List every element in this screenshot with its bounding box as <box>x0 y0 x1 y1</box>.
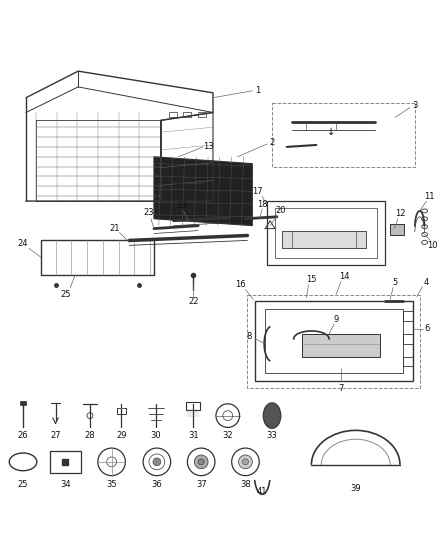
Circle shape <box>194 455 208 469</box>
Text: 34: 34 <box>60 480 71 489</box>
Text: 17: 17 <box>252 187 263 196</box>
Text: 11: 11 <box>424 192 435 200</box>
Polygon shape <box>154 157 252 225</box>
Text: 19: 19 <box>176 201 187 211</box>
Bar <box>117 408 127 414</box>
Text: 9: 9 <box>333 314 339 324</box>
Text: 7: 7 <box>338 384 344 392</box>
Text: 31: 31 <box>188 431 198 440</box>
Text: 25: 25 <box>18 480 28 489</box>
Text: 20: 20 <box>276 206 286 215</box>
Text: 29: 29 <box>116 431 127 440</box>
Text: 3: 3 <box>412 101 417 110</box>
Text: 26: 26 <box>18 431 28 440</box>
Text: 28: 28 <box>85 431 95 440</box>
Circle shape <box>153 458 161 466</box>
Text: 13: 13 <box>203 142 213 151</box>
Bar <box>403 311 413 321</box>
Text: ↓: ↓ <box>327 127 335 137</box>
Text: 38: 38 <box>240 480 251 489</box>
Polygon shape <box>282 231 366 248</box>
Text: 36: 36 <box>152 480 162 489</box>
Bar <box>49 451 81 473</box>
Ellipse shape <box>263 403 281 429</box>
Text: 25: 25 <box>60 290 71 299</box>
Text: 5: 5 <box>392 278 398 287</box>
Text: 35: 35 <box>106 480 117 489</box>
Circle shape <box>243 459 248 465</box>
Text: 30: 30 <box>151 431 161 440</box>
Text: 27: 27 <box>50 431 61 440</box>
Text: 14: 14 <box>339 272 349 281</box>
Text: 18: 18 <box>257 199 268 208</box>
Text: 6: 6 <box>425 325 430 334</box>
Text: 32: 32 <box>223 431 233 440</box>
Text: 23: 23 <box>144 208 154 217</box>
Text: 22: 22 <box>188 297 198 306</box>
Text: 33: 33 <box>267 431 277 440</box>
Text: 10: 10 <box>427 241 438 250</box>
Text: 8: 8 <box>247 333 252 341</box>
Bar <box>187 402 200 410</box>
Bar <box>198 112 206 117</box>
Text: 41: 41 <box>257 487 268 496</box>
Text: 12: 12 <box>395 209 405 219</box>
Text: 21: 21 <box>110 224 120 233</box>
Bar <box>390 224 404 236</box>
Bar <box>403 334 413 344</box>
Text: 1: 1 <box>254 86 260 95</box>
Text: 37: 37 <box>196 480 207 489</box>
Bar <box>169 112 177 117</box>
Text: 24: 24 <box>18 239 28 248</box>
Bar <box>403 357 413 366</box>
Circle shape <box>198 459 204 465</box>
Circle shape <box>239 455 252 469</box>
Polygon shape <box>301 334 380 357</box>
Bar <box>20 401 26 405</box>
Text: 15: 15 <box>306 275 317 284</box>
Text: 39: 39 <box>350 484 361 493</box>
Text: 4: 4 <box>424 278 429 287</box>
Text: 2: 2 <box>269 138 275 147</box>
Bar <box>184 112 191 117</box>
Text: 16: 16 <box>235 280 246 289</box>
